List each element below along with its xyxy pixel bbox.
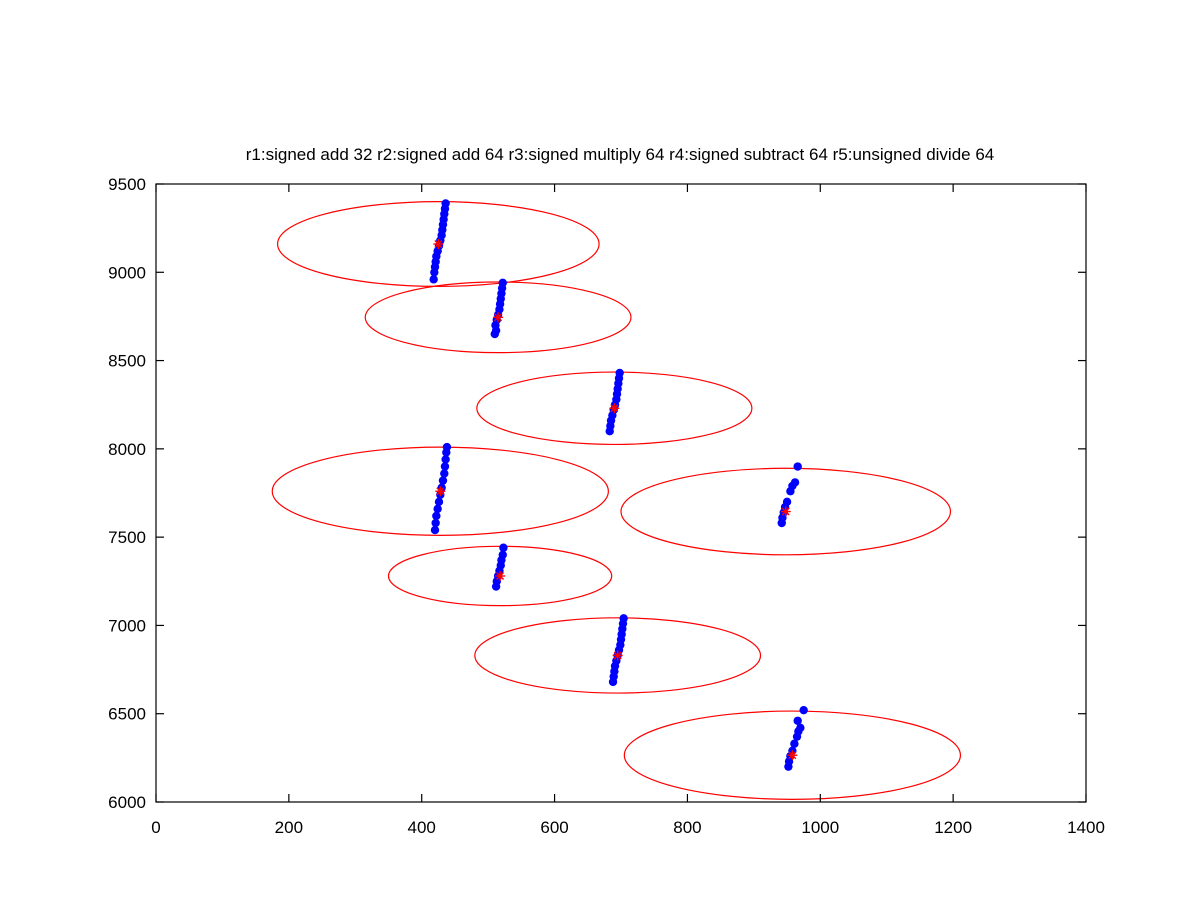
x-tick-label: 800 (673, 818, 701, 837)
data-point (441, 199, 450, 208)
y-tick-label: 9500 (108, 175, 146, 194)
y-tick-label: 8500 (108, 352, 146, 371)
x-tick-label: 600 (540, 818, 568, 837)
cluster-centroid-5 (780, 506, 791, 517)
cluster-centroid-8 (787, 750, 798, 761)
x-axis: 0 200 400 600 800 1000 1200 1400 (151, 184, 1105, 837)
cluster-ellipse-2 (364, 281, 632, 354)
data-point (498, 550, 507, 559)
data-point (793, 462, 802, 471)
data-point (615, 368, 624, 378)
y-tick-label: 6000 (108, 793, 146, 812)
x-tick-label: 0 (151, 818, 160, 837)
data-point (790, 739, 799, 748)
data-point (432, 511, 441, 521)
data-point (782, 497, 792, 507)
cluster-centroid-1 (433, 239, 444, 250)
data-point (434, 497, 444, 507)
data-point (619, 614, 628, 623)
y-axis: 6000 6500 7000 7500 8000 8500 9000 9500 (108, 175, 1086, 812)
y-tick-label: 7000 (108, 616, 146, 635)
x-tick-label: 1400 (1067, 818, 1105, 837)
data-point (499, 543, 508, 552)
data-point (790, 478, 800, 487)
data-point (440, 462, 450, 471)
y-tick-label: 9000 (108, 263, 146, 282)
data-point (441, 455, 450, 464)
data-point (433, 504, 442, 514)
cluster-ellipse-7 (474, 617, 762, 694)
data-point (799, 705, 808, 715)
cluster-centroid-3 (609, 403, 620, 414)
data-point (793, 716, 802, 725)
x-tick-label: 1200 (934, 818, 972, 837)
cluster-ellipse-3 (476, 371, 753, 446)
data-point (431, 518, 440, 528)
y-tick-label: 7500 (108, 528, 146, 547)
data-point (438, 476, 448, 485)
cluster-centroid-2 (493, 312, 504, 323)
data-point (430, 525, 440, 535)
x-tick-label: 200 (275, 818, 303, 837)
cluster-centroid-7 (612, 650, 623, 661)
chart-title: r1:signed add 32 r2:signed add 64 r3:sig… (245, 145, 995, 164)
cluster-ellipse-1 (276, 201, 600, 288)
centroid-layer (433, 239, 798, 761)
y-tick-label: 6500 (108, 705, 146, 724)
data-point (796, 723, 805, 733)
data-point (440, 469, 449, 478)
cluster-centroid-4 (435, 486, 446, 497)
plot-frame (155, 183, 1087, 803)
x-tick-label: 1000 (801, 818, 839, 837)
data-point (498, 278, 507, 288)
data-point (442, 442, 452, 452)
cluster-ellipse-4 (271, 446, 609, 536)
x-tick-label: 400 (408, 818, 436, 837)
ellipse-layer (271, 201, 962, 800)
cluster-ellipse-8 (623, 710, 962, 800)
y-tick-label: 8000 (108, 440, 146, 459)
cluster-centroid-6 (495, 570, 506, 581)
data-point (429, 275, 438, 284)
cluster-ellipse-5 (620, 467, 952, 556)
